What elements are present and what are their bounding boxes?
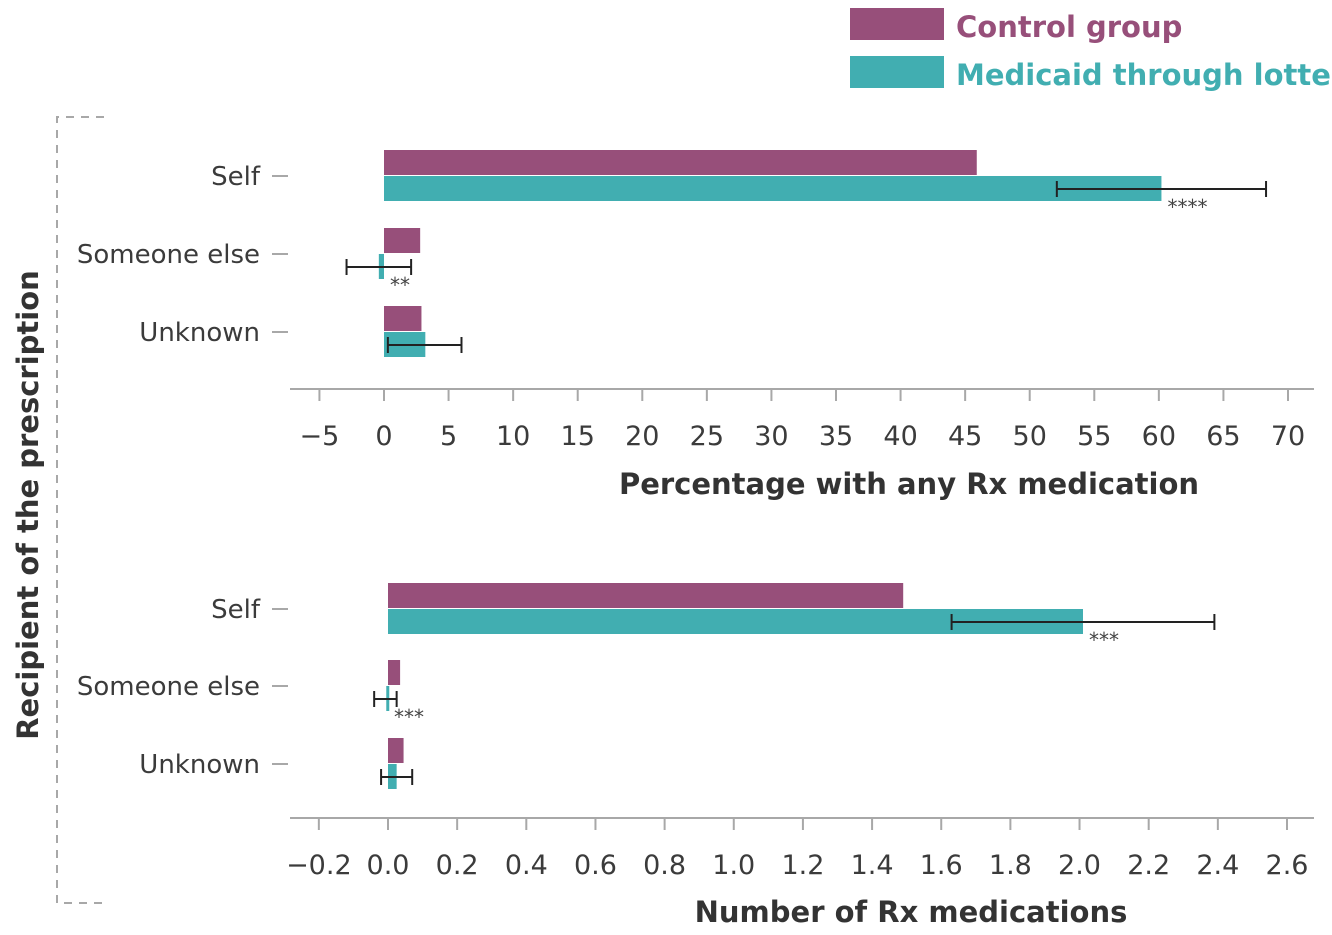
y-axis-bracket: [56, 116, 104, 904]
significance-label-self: ****: [1167, 195, 1207, 219]
x-tick-label: 1.0: [712, 850, 755, 881]
significance-label-someone-else: **: [390, 273, 410, 297]
legend-swatch-medicaid-through-lottery: [850, 56, 944, 88]
bar-control-group-someone-else: [388, 660, 401, 685]
x-tick-label: 2.2: [1127, 850, 1170, 881]
x-tick-label: 2.0: [1058, 850, 1101, 881]
category-label-self: Self: [211, 595, 261, 625]
x-tick-label: 10: [496, 421, 530, 452]
x-tick-label: 70: [1271, 421, 1305, 452]
x-tick-label: 55: [1077, 421, 1111, 452]
category-label-someone-else: Someone else: [77, 672, 260, 702]
x-tick-label: 15: [561, 421, 595, 452]
x-tick-label: 60: [1142, 421, 1176, 452]
bar-control-group-unknown: [384, 306, 422, 331]
legend: Control group Medicaid through lottery: [850, 8, 1332, 92]
x-tick-label: 1.4: [851, 850, 894, 881]
legend-swatch-control-group: [850, 8, 944, 40]
x-tick-label: 1.2: [781, 850, 824, 881]
panel-percentage: −5 0 5 10 15 20 25 30 35 40 45 50 55 60 65 70 Percentage…: [77, 150, 1314, 501]
category-label-unknown: Unknown: [139, 750, 260, 780]
x-tick-label: 35: [819, 421, 853, 452]
x-tick-label: 40: [883, 421, 917, 452]
x-tick-label: 50: [1013, 421, 1047, 452]
category-label-self: Self: [211, 162, 261, 192]
x-tick-label: 5: [440, 421, 457, 452]
x-axis-title: Percentage with any Rx medication: [619, 467, 1199, 501]
x-tick-label: 0.6: [574, 850, 617, 881]
x-tick-label: 2.6: [1266, 850, 1309, 881]
legend-label-control-group: Control group: [956, 10, 1182, 44]
x-tick-label: 0: [375, 421, 392, 452]
x-tick-label: −5: [300, 421, 340, 452]
panel-count: −0.2 0.0 0.2 0.4 0.6 0.8 1.0 1.2 1.4 1.6 1.8 2.0 2.2…: [77, 583, 1314, 929]
bar-medicaid-through-lottery-self: [384, 176, 1162, 201]
x-tick-label: −0.2: [286, 850, 352, 881]
significance-label-self: ***: [1089, 628, 1119, 652]
legend-label-medicaid-through-lottery: Medicaid through lottery: [956, 58, 1332, 92]
x-tick-label: 2.4: [1196, 850, 1239, 881]
x-tick-label: 1.6: [920, 850, 963, 881]
x-tick-label: 65: [1206, 421, 1240, 452]
x-tick-label: 25: [690, 421, 724, 452]
x-tick-label: 20: [625, 421, 659, 452]
bar-control-group-someone-else: [384, 228, 421, 253]
x-axis-title: Number of Rx medications: [695, 895, 1128, 929]
x-tick-label: 30: [754, 421, 788, 452]
x-tick-label: 0.2: [436, 850, 479, 881]
bar-control-group-self: [384, 150, 977, 175]
x-tick-label: 45: [948, 421, 982, 452]
bar-control-group-self: [388, 583, 904, 608]
bar-control-group-unknown: [388, 738, 404, 763]
category-label-someone-else: Someone else: [77, 240, 260, 270]
x-tick-label: 0.0: [367, 850, 410, 881]
x-tick-label: 0.4: [505, 850, 548, 881]
x-tick-label: 1.8: [989, 850, 1032, 881]
significance-label-someone-else: ***: [394, 705, 424, 729]
x-tick-label: 0.8: [643, 850, 686, 881]
y-axis-title: Recipient of the prescription: [11, 270, 45, 740]
category-label-unknown: Unknown: [139, 318, 260, 348]
